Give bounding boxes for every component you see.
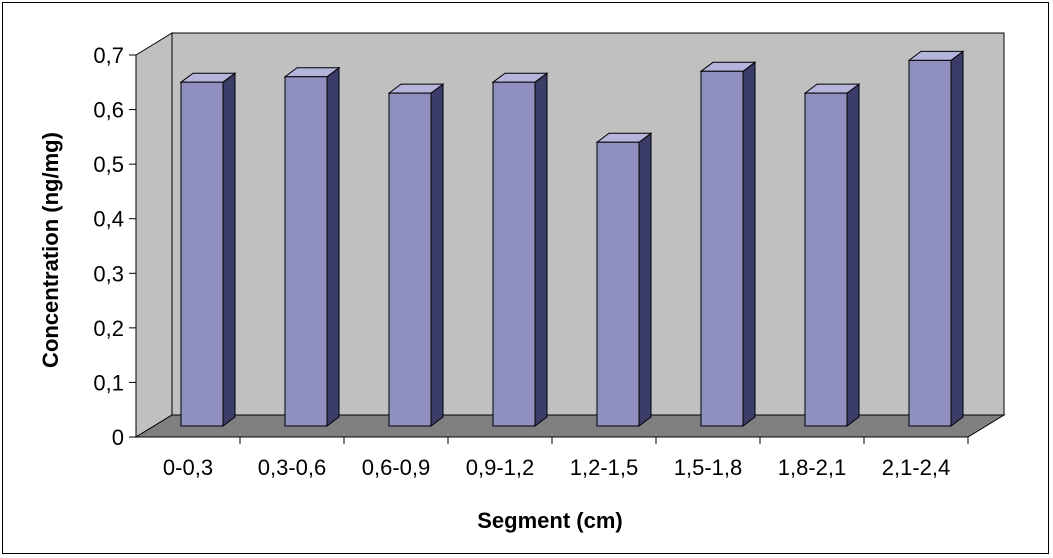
side-wall (135, 32, 173, 438)
bar (491, 72, 549, 427)
axes-group: 0 0,1 0,2 0,3 0,4 0,5 0,6 0,7 0-0,3 0,3-0,6 0,6-0,… (93, 43, 969, 480)
y-tick-label: 0,7 (93, 43, 124, 68)
x-tick-label: 1,2-1,5 (570, 455, 639, 480)
bar (179, 72, 237, 427)
bar-side (950, 50, 964, 427)
y-tick-label: 0 (112, 425, 124, 450)
x-tick-label: 2,1-2,4 (882, 455, 951, 480)
bar (595, 132, 653, 427)
x-tick-label: 1,8-2,1 (778, 455, 847, 480)
bar-front (700, 70, 744, 427)
y-tick-label: 0,2 (93, 316, 124, 341)
bar-side (742, 61, 756, 427)
x-tick-label: 0-0,3 (163, 455, 213, 480)
bar-side (638, 132, 652, 427)
bar (387, 83, 445, 427)
x-axis-title: Segment (cm) (477, 508, 622, 533)
chart-walls (134, 32, 1006, 438)
y-axis-title: Concentration (ng/mg) (38, 132, 63, 368)
bar-front (804, 92, 848, 427)
x-tick-label: 0,9-1,2 (466, 455, 535, 480)
bar-side (846, 83, 860, 427)
y-tick-label: 0,6 (93, 98, 124, 123)
bars-group (179, 50, 965, 427)
bar (283, 66, 341, 427)
x-tick-label: 0,3-0,6 (258, 455, 327, 480)
bar-side (326, 66, 340, 427)
bar-front (180, 81, 224, 427)
bar-side (534, 72, 548, 427)
x-tick-label: 0,6-0,9 (362, 455, 431, 480)
bar (803, 83, 861, 427)
y-tick-label: 0,3 (93, 261, 124, 286)
y-tick-label: 0,5 (93, 152, 124, 177)
bar-front (492, 81, 536, 427)
bar-side (430, 83, 444, 427)
bar-front (596, 141, 640, 427)
bar-front (388, 92, 432, 427)
bar-side (222, 72, 236, 427)
y-tick-label: 0,1 (93, 370, 124, 395)
bar (907, 50, 965, 427)
floor (134, 414, 1006, 438)
bar-front (284, 76, 328, 427)
bar-front (908, 59, 952, 427)
x-tick-label: 1,5-1,8 (674, 455, 743, 480)
y-tick-label: 0,4 (93, 207, 124, 232)
bar (699, 61, 757, 427)
